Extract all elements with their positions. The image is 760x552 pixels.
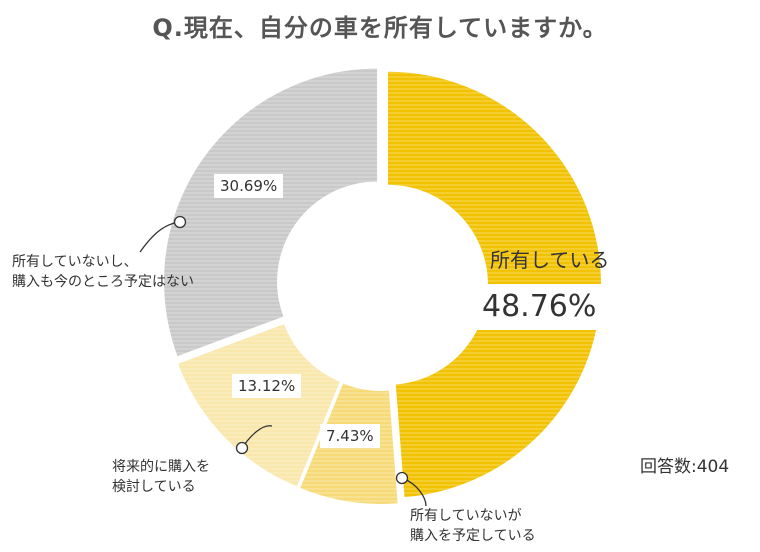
leader-planning-dot bbox=[395, 471, 409, 485]
response-count: 回答数:404 bbox=[640, 457, 730, 477]
slice-considering-texture bbox=[178, 324, 340, 487]
slice-label-considering: 将来的に購入を 検討している bbox=[112, 459, 210, 495]
slice-label-planning: 所有していないが 購入を予定している bbox=[410, 508, 536, 544]
slice-not-owned-texture bbox=[164, 68, 378, 357]
data-label-owned: 48.76% bbox=[472, 284, 607, 330]
slice-label-not-owned: 所有していないし、 購入も今のところ予定はない bbox=[12, 254, 194, 290]
data-label-planning: 7.43% bbox=[320, 424, 380, 448]
data-label-considering: 13.12% bbox=[232, 374, 302, 398]
leader-not-owned-dot bbox=[173, 215, 187, 229]
chart-title: Q.現在、自分の車を所有していますか。 bbox=[152, 14, 608, 42]
leader-considering-dot bbox=[235, 441, 249, 455]
data-label-not-owned: 30.69% bbox=[214, 174, 284, 198]
slice-label-owned: 所有している bbox=[490, 248, 610, 272]
